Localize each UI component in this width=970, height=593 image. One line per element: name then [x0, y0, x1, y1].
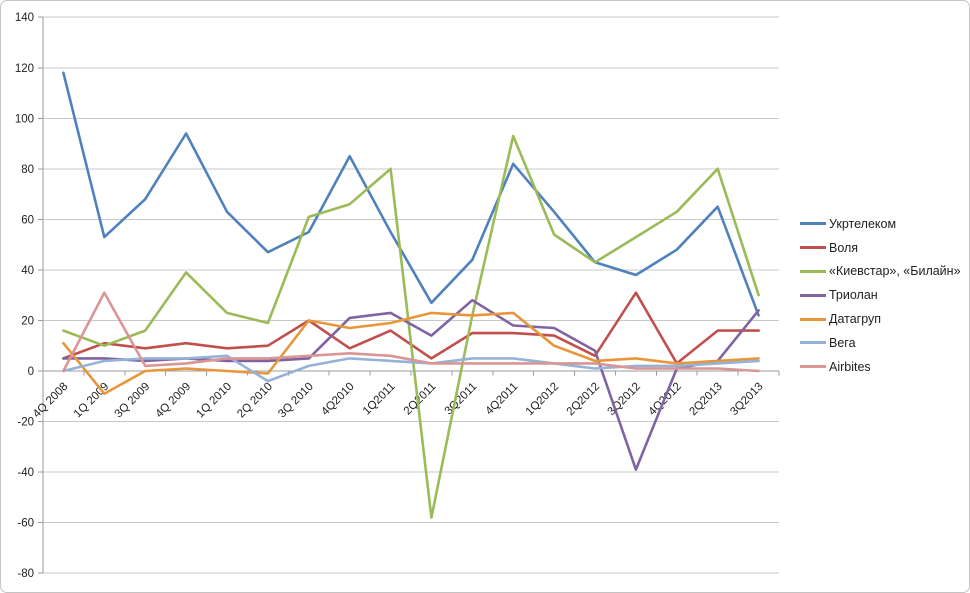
x-tick-label: 1Q 2009	[72, 381, 112, 421]
legend-label: Укртелеком	[829, 216, 897, 231]
x-axis-labels: 4Q 2008 1Q 2009 3Q 2009 4Q 2009 1Q 2010 2Q 20…	[31, 381, 766, 421]
legend-swatch-line	[800, 293, 826, 297]
legend-label: Датагруп	[829, 312, 882, 327]
legend-swatch-line	[800, 269, 826, 273]
legend-item-3: Триолан	[800, 283, 961, 307]
legend-item-1: Воля	[800, 236, 961, 260]
legend-label: Airbites	[829, 359, 871, 374]
x-tick-label: 4Q 2009	[154, 381, 194, 421]
legend-label: Триолан	[829, 288, 878, 303]
x-tick-label: 2Q2013	[687, 381, 724, 418]
x-tick-label: 4Q2011	[484, 381, 521, 418]
y-tick-label: -80	[17, 568, 34, 580]
legend-swatch-line	[800, 222, 826, 226]
legend-swatch-line	[800, 341, 826, 345]
legend-item-0: Укртелеком	[800, 212, 961, 236]
series-line-5	[62, 354, 760, 383]
y-tick-label: 100	[15, 113, 34, 125]
axes	[38, 16, 780, 574]
y-tick-label: 0	[28, 366, 34, 378]
legend-label: Вега	[829, 335, 856, 350]
x-tick-label: 4Q 2008	[31, 381, 71, 421]
legend-item-2: «Киевстар», «Билайн»	[800, 260, 961, 284]
y-tick-label: 120	[15, 63, 34, 75]
legend-item-6: Airbites	[800, 355, 961, 379]
chart-legend: Укртелеком Воля «Киевстар», «Билайн» Триола…	[800, 212, 961, 379]
legend-item-4: Датагруп	[800, 307, 961, 331]
series-lines	[62, 71, 760, 519]
x-tick-label: 3Q2013	[728, 381, 765, 418]
x-tick-label: 2Q2012	[565, 381, 602, 418]
x-tick-label: 1Q2011	[361, 381, 398, 418]
y-tick-label: 20	[21, 315, 34, 327]
y-tick-label: 140	[15, 12, 34, 24]
series-line-6	[62, 291, 760, 373]
y-tick-label: 40	[21, 265, 34, 277]
y-tick-label: -40	[17, 467, 34, 479]
legend-swatch-line	[800, 317, 826, 321]
x-tick-label: 1Q2012	[524, 381, 561, 418]
legend-item-5: Вега	[800, 331, 961, 355]
series-line-0	[62, 71, 760, 317]
y-tick-label: -60	[17, 518, 34, 530]
y-tick-label: 80	[21, 164, 34, 176]
x-tick-label: 1Q 2010	[194, 381, 234, 421]
x-tick-label: 2Q 2010	[235, 381, 275, 421]
legend-label: Воля	[829, 240, 859, 255]
y-tick-label: -20	[17, 417, 34, 429]
gridlines	[43, 16, 779, 574]
y-tick-label: 60	[21, 214, 34, 226]
series-line-2	[62, 134, 760, 519]
legend-swatch-line	[800, 246, 826, 250]
x-tick-label: 4Q2010	[319, 381, 356, 418]
x-tick-label: 3Q 2010	[276, 381, 316, 421]
y-axis-labels: -80 -60 -40 -20 0 20 40 60 80 100 120 140	[15, 12, 34, 580]
series-line-4	[62, 311, 760, 396]
x-tick-label: 3Q2011	[443, 381, 480, 418]
legend-swatch-line	[800, 365, 826, 369]
legend-label: «Киевстар», «Билайн»	[829, 264, 961, 279]
